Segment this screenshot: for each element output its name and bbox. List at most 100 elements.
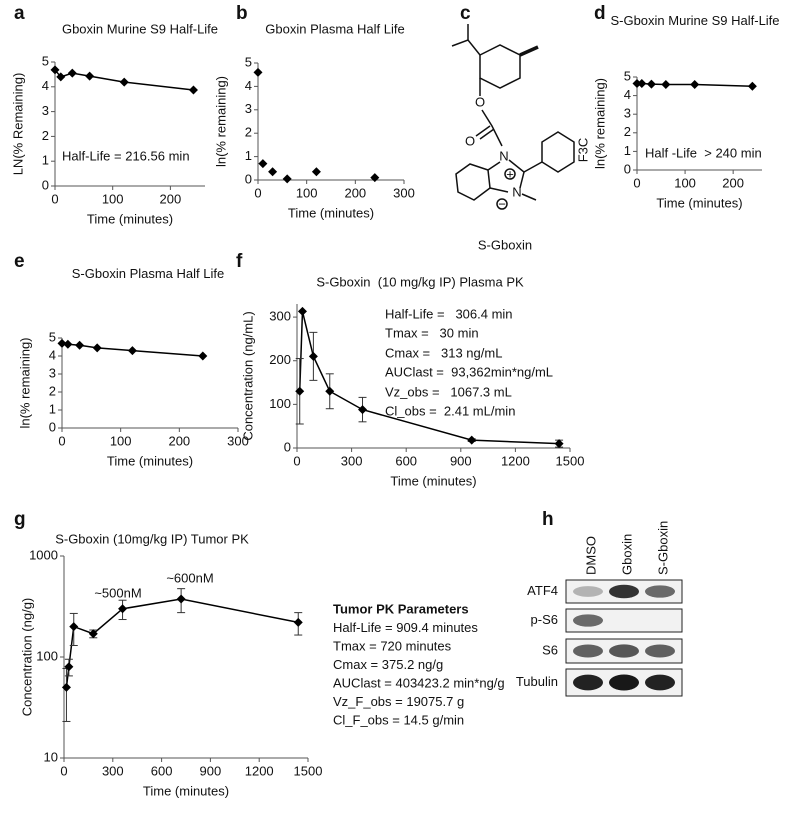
marker xyxy=(188,85,198,95)
chart-title: Gboxin Murine S9 Half-Life xyxy=(62,21,218,36)
marker xyxy=(297,306,307,316)
chart-title: S-Gboxin (10mg/kg IP) Tumor PK xyxy=(55,531,249,546)
panel-letter: b xyxy=(236,3,248,24)
y-tick-label: 0 xyxy=(624,161,631,176)
x-tick-label: 100 xyxy=(296,185,318,200)
marker xyxy=(308,351,318,361)
y-tick-label: 2 xyxy=(42,128,49,143)
y-axis-label: LN(% Remaining) xyxy=(10,73,25,176)
marker xyxy=(747,81,757,91)
x-axis-label: Time (minutes) xyxy=(390,473,476,488)
panel-letter: c xyxy=(460,3,471,24)
blot-band xyxy=(609,674,639,691)
lane-label: DMSO xyxy=(583,536,598,575)
y-tick-label: 100 xyxy=(36,648,58,663)
y-tick-label: 4 xyxy=(624,87,631,102)
chart-title: S-Gboxin Plasma Half Life xyxy=(72,266,224,281)
x-tick-label: 1500 xyxy=(294,763,323,778)
y-tick-label: 3 xyxy=(245,101,252,116)
blot-strip xyxy=(565,608,683,633)
x-tick-label: 0 xyxy=(58,433,65,448)
x-tick-label: 600 xyxy=(151,763,173,778)
marker xyxy=(127,346,137,356)
x-tick-label: 0 xyxy=(51,191,58,206)
marker xyxy=(69,622,79,632)
parameter: Cl_F_obs = 14.5 g/min xyxy=(333,712,464,727)
parameter: AUClast = 403423.2 min*ng/g xyxy=(333,675,505,690)
blot-band xyxy=(609,644,639,658)
x-tick-label: 300 xyxy=(102,763,124,778)
y-axis-label: ln(% remaining) xyxy=(17,337,32,428)
y-tick-label: 3 xyxy=(42,103,49,118)
marker xyxy=(176,594,186,604)
marker xyxy=(268,167,278,177)
y-tick-label: 1 xyxy=(624,143,631,158)
blot-band xyxy=(609,584,639,599)
marker xyxy=(282,174,292,184)
annotation: Vz_obs = 1067.3 mL xyxy=(385,384,512,399)
y-axis-label: ln(% remaining) xyxy=(213,76,228,167)
annotation: ~600nM xyxy=(166,570,213,585)
parameter: Tmax = 720 minutes xyxy=(333,638,452,653)
y-tick-label: 5 xyxy=(49,329,56,344)
parameter: Vz_F_obs = 19075.7 g xyxy=(333,694,464,709)
panel-letter: f xyxy=(236,251,243,272)
protein-label: S6 xyxy=(542,642,558,657)
panel-letter: h xyxy=(542,509,554,530)
blot-band xyxy=(573,644,603,658)
marker xyxy=(554,439,564,449)
marker xyxy=(50,65,60,75)
y-tick-label: 300 xyxy=(269,309,291,324)
y-tick-label: 3 xyxy=(624,106,631,121)
x-axis-label: Time (minutes) xyxy=(107,453,193,468)
y-tick-label: 4 xyxy=(42,78,49,93)
panel-letter: a xyxy=(14,3,25,24)
y-tick-label: 5 xyxy=(624,68,631,83)
title-line: S-Gboxin Murine S9 Half-Life xyxy=(610,13,779,28)
annotation: Cmax = 313 ng/mL xyxy=(385,345,502,360)
marker xyxy=(293,617,303,627)
annotation: Half -Life > 240 min xyxy=(645,145,762,160)
y-tick-label: 0 xyxy=(245,171,252,186)
x-tick-label: 900 xyxy=(200,763,222,778)
y-tick-label: 5 xyxy=(42,53,49,68)
marker xyxy=(646,79,656,89)
chart-title: Gboxin Plasma Half Life xyxy=(265,21,404,36)
y-tick-label: 4 xyxy=(49,347,56,362)
marker xyxy=(75,340,85,350)
y-tick-label: 200 xyxy=(269,352,291,367)
atom-label: F3C xyxy=(575,138,590,163)
y-tick-label: 4 xyxy=(245,78,252,93)
annotation: Half-Life = 216.56 min xyxy=(62,148,190,163)
y-tick-label: 1 xyxy=(49,401,56,416)
x-tick-label: 300 xyxy=(227,433,249,448)
panel-letter: e xyxy=(14,251,25,272)
x-tick-label: 900 xyxy=(450,453,472,468)
charge: + xyxy=(506,166,514,181)
chart-title: S-Gboxin (10 mg/kg IP) Plasma PK xyxy=(316,274,524,289)
y-tick-label: 2 xyxy=(49,383,56,398)
lane-label: S-Gboxin xyxy=(655,521,670,575)
marker xyxy=(85,71,95,81)
annotation: AUClast = 93,362min*ng/mL xyxy=(385,364,553,379)
marker xyxy=(637,79,647,89)
marker xyxy=(325,386,335,396)
atom-label: O xyxy=(465,133,475,148)
marker xyxy=(370,173,380,183)
y-tick-label: 1 xyxy=(245,148,252,163)
x-tick-label: 100 xyxy=(110,433,132,448)
blot-band xyxy=(645,674,675,691)
marker xyxy=(358,405,368,415)
western-blot: DMSO Gboxin S-Gboxin ATF4 p-S6 S6 Tubulin xyxy=(516,521,683,697)
x-tick-label: 200 xyxy=(722,175,744,190)
marker xyxy=(632,79,642,89)
structure-drawing xyxy=(451,24,575,210)
panel-letter: g xyxy=(14,509,26,530)
marker xyxy=(56,72,66,82)
x-tick-label: 600 xyxy=(395,453,417,468)
atom-label: O xyxy=(475,94,485,109)
atom-label: N xyxy=(499,148,508,163)
y-tick-label: 0 xyxy=(284,439,291,454)
y-tick-label: 3 xyxy=(49,365,56,380)
